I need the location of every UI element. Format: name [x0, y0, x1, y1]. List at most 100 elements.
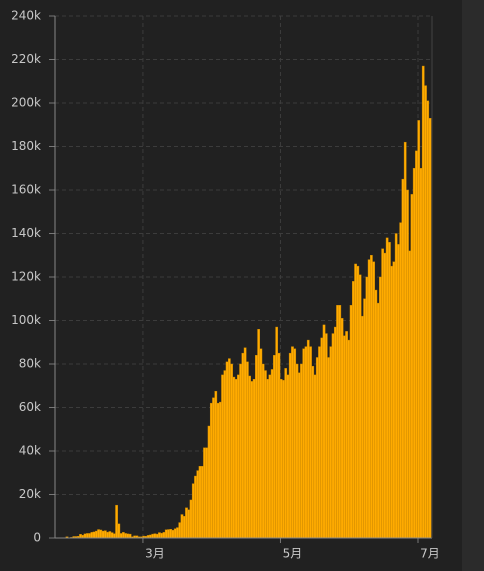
y-tick-label: 40k — [19, 444, 41, 458]
bar — [189, 499, 193, 539]
bar — [397, 244, 400, 539]
bar — [117, 523, 121, 539]
bar — [119, 533, 123, 539]
bar — [363, 298, 366, 539]
bar — [270, 369, 274, 539]
bar — [354, 263, 357, 539]
bar — [261, 363, 265, 539]
bar — [412, 168, 416, 539]
bar — [293, 348, 297, 539]
bar — [124, 533, 127, 539]
bar — [282, 380, 285, 539]
bar — [394, 233, 398, 539]
bar — [230, 363, 233, 539]
bar — [288, 352, 292, 539]
y-tick-label: 180k — [11, 139, 41, 153]
bar — [333, 326, 337, 539]
y-tick-label: 220k — [11, 52, 41, 66]
bar — [160, 533, 164, 539]
bar — [374, 289, 378, 539]
bar — [421, 65, 425, 539]
bar — [187, 509, 191, 539]
bar — [185, 507, 188, 539]
bar — [257, 329, 260, 539]
bar — [403, 141, 407, 539]
bar — [268, 374, 272, 539]
bar — [383, 252, 387, 539]
bar — [243, 347, 247, 539]
bar — [336, 305, 339, 539]
bar — [97, 529, 100, 539]
bar — [85, 533, 89, 539]
bar — [79, 534, 82, 539]
bar — [173, 528, 177, 539]
bar — [381, 248, 384, 539]
bar — [205, 447, 209, 539]
bar — [88, 533, 91, 539]
bar — [304, 346, 308, 539]
bar — [331, 333, 335, 539]
bar — [162, 532, 166, 539]
bar — [367, 259, 371, 539]
bar — [426, 100, 430, 539]
bar — [128, 533, 132, 539]
bar — [214, 390, 218, 539]
bar — [279, 379, 283, 539]
bar — [191, 483, 195, 539]
bar — [178, 522, 182, 539]
bar — [322, 324, 326, 539]
bar — [388, 241, 391, 539]
x-tick-label: 7月 — [420, 547, 440, 561]
bar — [209, 402, 213, 539]
bar — [318, 346, 321, 539]
bar — [311, 365, 315, 539]
bar — [313, 374, 317, 539]
bar — [158, 532, 161, 539]
bar — [207, 425, 211, 539]
y-tick-label: 60k — [19, 400, 41, 414]
bar — [352, 281, 355, 539]
bar — [385, 237, 389, 539]
bar — [309, 346, 312, 539]
bar — [415, 150, 418, 539]
bar — [169, 529, 173, 539]
bar — [83, 533, 87, 539]
bar — [349, 305, 353, 539]
bar — [390, 265, 393, 539]
bar — [198, 466, 202, 539]
bar — [194, 475, 197, 539]
x-tick-label: 5月 — [283, 547, 303, 561]
bar — [297, 372, 301, 539]
bar — [417, 120, 421, 539]
bar — [428, 118, 432, 539]
bar — [255, 355, 258, 539]
bar — [277, 352, 281, 539]
bar — [110, 532, 114, 539]
bar — [392, 261, 396, 539]
bar — [419, 168, 423, 539]
bar — [286, 374, 290, 539]
bar — [379, 276, 382, 539]
bar — [306, 339, 310, 539]
y-tick-label: 0 — [33, 531, 41, 545]
bar — [212, 397, 215, 539]
bar — [401, 178, 405, 539]
bar — [320, 337, 324, 539]
bar — [113, 533, 116, 539]
bar — [196, 470, 200, 539]
bar — [234, 379, 238, 539]
bar — [275, 326, 279, 539]
bar — [171, 529, 175, 539]
bar — [329, 346, 333, 539]
bar — [259, 348, 263, 539]
bar — [104, 530, 107, 539]
bar — [295, 363, 299, 539]
bar — [252, 379, 256, 539]
bar — [200, 466, 204, 539]
bar — [372, 261, 375, 539]
bar — [176, 527, 179, 539]
bar — [327, 357, 330, 539]
bar — [250, 381, 254, 539]
y-tick-label: 20k — [19, 487, 41, 501]
